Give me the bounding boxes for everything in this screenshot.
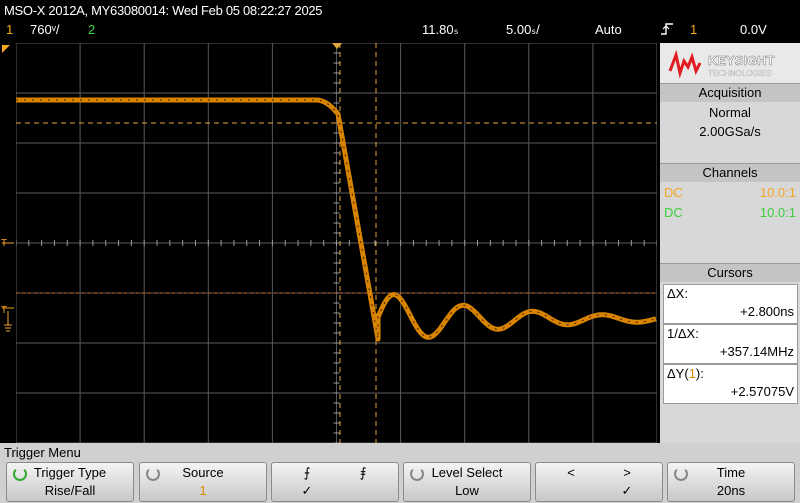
trigger-position-marker (332, 43, 342, 49)
acquisition-title: Acquisition (660, 83, 800, 102)
waveform-display[interactable] (15, 42, 658, 444)
rising-edge-icon: ⨍ (303, 465, 311, 480)
trigger-edge-icon (660, 22, 674, 39)
rotate-knob-icon (410, 467, 424, 481)
keysight-logo: KEYSIGHT TECHNOLOGIES (660, 43, 800, 85)
graticule (15, 42, 658, 444)
check-icon: ✓ (301, 483, 313, 498)
cursor-dy-box: ΔY(1): +2.57075V (663, 364, 798, 404)
time-button[interactable]: Time 20ns (667, 462, 795, 502)
left-markers: T T (0, 43, 16, 443)
trigger-level[interactable]: 0.0V (740, 22, 767, 37)
ch2-coupling: DC (664, 205, 683, 220)
rotate-knob-icon (13, 467, 27, 481)
right-arrow-icon: > (623, 465, 631, 480)
check-icon: ✓ (621, 483, 633, 498)
cursor-dy-value: +2.57075V (730, 384, 794, 399)
ch1-waveform (16, 97, 657, 342)
rotate-knob-icon (146, 467, 160, 481)
channels-title: Channels (660, 163, 800, 182)
ch1-number[interactable]: 1 (6, 22, 14, 37)
trigger-source[interactable]: 1 (690, 22, 698, 37)
ch1-coupling: DC (664, 185, 683, 200)
left-arrow-icon: < (567, 465, 575, 480)
trigger-mode[interactable]: Auto (595, 22, 622, 37)
slope-button[interactable]: ⨍ ⨎ ✓ (271, 462, 399, 502)
cursor-dy-label: ΔY(1): (667, 366, 704, 381)
cursors-title: Cursors (660, 263, 800, 282)
cursor-inv-value: +357.14MHz (719, 344, 794, 359)
trigger-level-marker: T (1, 305, 7, 316)
left-arrow-marker (2, 45, 10, 53)
edge-select-button[interactable]: < > ✓ (535, 462, 663, 502)
ch1-probe: 10.0:1 (759, 185, 796, 200)
menu-title: Trigger Menu (4, 445, 81, 460)
svg-text:KEYSIGHT: KEYSIGHT (708, 53, 775, 68)
cursor-dx-value: +2.800ns (740, 304, 794, 319)
time-position[interactable]: 11.80ₛ (422, 22, 459, 37)
trigger-type-button[interactable]: Trigger Type Rise/Fall (6, 462, 134, 502)
acquisition-mode: Normal (709, 105, 751, 120)
status-bar: MSO-X 2012A, MY63080014: Wed Feb 05 08:2… (0, 0, 800, 42)
level-select-button[interactable]: Level Select Low (403, 462, 531, 502)
svg-text:TECHNOLOGIES: TECHNOLOGIES (708, 69, 772, 78)
source-button[interactable]: Source 1 (139, 462, 267, 502)
ch2-number[interactable]: 2 (88, 22, 96, 37)
acquisition-rate: 2.00GSa/s (699, 124, 761, 139)
time-scale[interactable]: 5.00ₛ/ (506, 22, 540, 37)
scope-title: MSO-X 2012A, MY63080014: Wed Feb 05 08:2… (4, 3, 323, 18)
cursor-dx-box: ΔX: +2.800ns (663, 284, 798, 324)
ch1-scale[interactable]: 760ᵛ/ (30, 22, 60, 37)
cursor-dx-label: ΔX: (667, 286, 688, 301)
ch2-probe: 10.0:1 (759, 205, 796, 220)
cursor-inv-label: 1/ΔX: (667, 326, 699, 341)
cursor-inv-box: 1/ΔX: +357.14MHz (663, 324, 798, 364)
rotate-knob-icon (674, 467, 688, 481)
falling-edge-icon: ⨎ (359, 465, 367, 480)
